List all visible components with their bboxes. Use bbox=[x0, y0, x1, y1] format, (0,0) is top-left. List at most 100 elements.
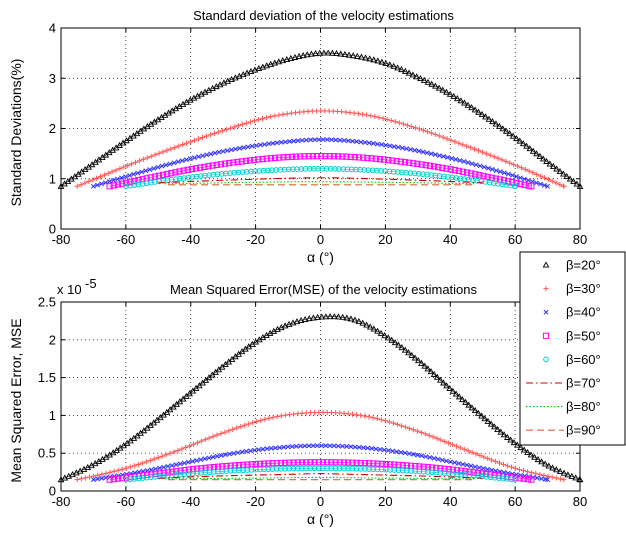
series-marker bbox=[192, 165, 200, 172]
legend-label: β=40° bbox=[566, 305, 601, 320]
series-marker bbox=[464, 101, 472, 108]
series-marker bbox=[331, 443, 337, 449]
series-marker bbox=[283, 55, 291, 63]
series-marker bbox=[384, 334, 392, 341]
y-axis-label: Standard Deviations(%) bbox=[8, 59, 24, 207]
series-marker bbox=[382, 59, 390, 66]
series-marker bbox=[426, 162, 434, 169]
series-4 bbox=[123, 165, 518, 190]
series-marker bbox=[263, 114, 270, 121]
series-marker bbox=[420, 76, 428, 83]
series-marker bbox=[465, 160, 471, 165]
series-marker bbox=[460, 461, 466, 467]
series-marker bbox=[404, 122, 410, 128]
series-marker bbox=[378, 460, 385, 467]
series-marker bbox=[452, 390, 460, 397]
series-marker bbox=[398, 66, 405, 73]
series-marker bbox=[257, 142, 263, 148]
series-marker bbox=[576, 476, 584, 483]
series-marker bbox=[163, 162, 169, 168]
series-marker bbox=[418, 359, 425, 366]
series-marker bbox=[395, 144, 401, 150]
series-marker bbox=[526, 145, 534, 152]
series-marker bbox=[278, 413, 284, 419]
series-marker bbox=[481, 415, 489, 422]
legend-swatch-marker bbox=[542, 332, 550, 339]
legend-entry-6: β=80° bbox=[526, 399, 601, 414]
series-marker bbox=[481, 164, 487, 170]
series-marker bbox=[400, 121, 406, 127]
series-marker bbox=[156, 150, 162, 156]
y-axis-label: Mean Squared Error, MSE bbox=[8, 318, 24, 482]
series-marker bbox=[553, 180, 559, 186]
series-marker bbox=[194, 458, 200, 463]
series-marker bbox=[266, 415, 272, 421]
series-marker bbox=[418, 161, 425, 168]
series-6 bbox=[164, 181, 477, 185]
series-marker bbox=[329, 137, 334, 143]
series-marker bbox=[82, 180, 88, 186]
series-marker bbox=[90, 177, 96, 183]
series-marker bbox=[97, 173, 104, 180]
series-marker bbox=[248, 461, 255, 468]
series-marker bbox=[196, 154, 201, 160]
x-tick-label: 60 bbox=[508, 494, 522, 509]
series-marker bbox=[187, 443, 193, 449]
series-marker bbox=[204, 152, 210, 158]
series-marker bbox=[159, 171, 167, 178]
series-marker bbox=[534, 456, 542, 463]
series-marker bbox=[93, 175, 100, 181]
series-marker bbox=[333, 137, 339, 143]
series-marker bbox=[139, 169, 145, 175]
series-marker bbox=[82, 475, 89, 481]
series-marker bbox=[171, 449, 177, 455]
x-tick-label: 20 bbox=[378, 232, 392, 247]
series-marker bbox=[127, 172, 133, 178]
series-marker bbox=[384, 116, 390, 123]
series-marker bbox=[223, 126, 229, 133]
series-marker bbox=[399, 145, 405, 151]
series-marker bbox=[214, 453, 220, 459]
series-marker bbox=[86, 474, 93, 480]
series-marker bbox=[183, 444, 189, 451]
series-marker bbox=[214, 432, 220, 438]
series-0 bbox=[57, 49, 584, 189]
series-marker bbox=[506, 130, 514, 137]
series-marker bbox=[347, 109, 353, 116]
series-marker bbox=[273, 459, 280, 467]
series-marker bbox=[348, 444, 354, 450]
series-marker bbox=[449, 442, 456, 448]
series-marker bbox=[169, 468, 176, 475]
series-marker bbox=[277, 445, 283, 450]
series-marker bbox=[183, 157, 189, 163]
series-marker bbox=[194, 440, 201, 446]
series-marker bbox=[159, 163, 165, 169]
series-marker bbox=[545, 462, 553, 469]
series-marker bbox=[508, 464, 515, 470]
series-marker bbox=[362, 413, 368, 419]
series-marker bbox=[406, 425, 412, 431]
y-tick-label: 1 bbox=[49, 171, 56, 186]
series-marker bbox=[340, 443, 345, 449]
series-marker bbox=[386, 419, 392, 425]
series-marker bbox=[287, 54, 295, 61]
series-marker bbox=[370, 141, 376, 146]
series-marker bbox=[495, 155, 501, 161]
series-marker bbox=[277, 459, 285, 467]
series-marker bbox=[526, 168, 532, 174]
series-marker bbox=[234, 425, 240, 431]
series-marker bbox=[374, 416, 380, 422]
series-marker bbox=[217, 161, 224, 168]
series-line bbox=[93, 445, 548, 480]
series-marker bbox=[458, 467, 465, 474]
series-marker bbox=[525, 177, 531, 183]
series-marker bbox=[310, 443, 316, 449]
series-marker bbox=[424, 150, 430, 156]
series-marker bbox=[324, 49, 332, 56]
series-marker bbox=[215, 129, 221, 135]
series-marker bbox=[326, 153, 333, 160]
series-marker bbox=[388, 336, 396, 343]
series-marker bbox=[377, 446, 383, 452]
x-tick-label: 60 bbox=[508, 232, 522, 247]
series-marker bbox=[517, 180, 524, 188]
